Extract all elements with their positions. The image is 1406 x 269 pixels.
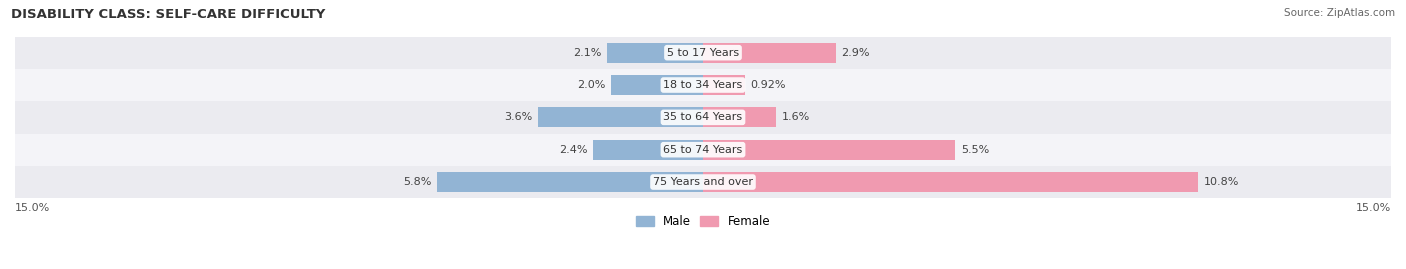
Text: 3.6%: 3.6%	[505, 112, 533, 122]
Text: 2.4%: 2.4%	[560, 145, 588, 155]
Bar	[15, 69, 1391, 101]
Legend: Male, Female: Male, Female	[636, 215, 770, 228]
Bar	[437, 172, 703, 192]
Text: DISABILITY CLASS: SELF-CARE DIFFICULTY: DISABILITY CLASS: SELF-CARE DIFFICULTY	[11, 8, 326, 21]
Bar	[703, 140, 955, 160]
Bar	[612, 75, 703, 95]
Bar	[703, 43, 837, 63]
Text: Source: ZipAtlas.com: Source: ZipAtlas.com	[1284, 8, 1395, 18]
Bar	[703, 75, 745, 95]
Text: 35 to 64 Years: 35 to 64 Years	[664, 112, 742, 122]
Text: 2.1%: 2.1%	[572, 48, 602, 58]
Bar	[703, 107, 776, 128]
Text: 2.0%: 2.0%	[578, 80, 606, 90]
Text: 5.8%: 5.8%	[404, 177, 432, 187]
Text: 18 to 34 Years: 18 to 34 Years	[664, 80, 742, 90]
Text: 75 Years and over: 75 Years and over	[652, 177, 754, 187]
Text: 5.5%: 5.5%	[960, 145, 988, 155]
Text: 5 to 17 Years: 5 to 17 Years	[666, 48, 740, 58]
Text: 10.8%: 10.8%	[1204, 177, 1239, 187]
Bar	[606, 43, 703, 63]
Bar	[15, 166, 1391, 198]
Bar	[593, 140, 703, 160]
Bar	[15, 37, 1391, 69]
Text: 2.9%: 2.9%	[842, 48, 870, 58]
Bar	[15, 133, 1391, 166]
Text: 15.0%: 15.0%	[1355, 203, 1391, 213]
Bar	[538, 107, 703, 128]
Bar	[15, 101, 1391, 133]
Text: 15.0%: 15.0%	[15, 203, 51, 213]
Text: 65 to 74 Years: 65 to 74 Years	[664, 145, 742, 155]
Text: 0.92%: 0.92%	[751, 80, 786, 90]
Text: 1.6%: 1.6%	[782, 112, 810, 122]
Bar	[703, 172, 1198, 192]
